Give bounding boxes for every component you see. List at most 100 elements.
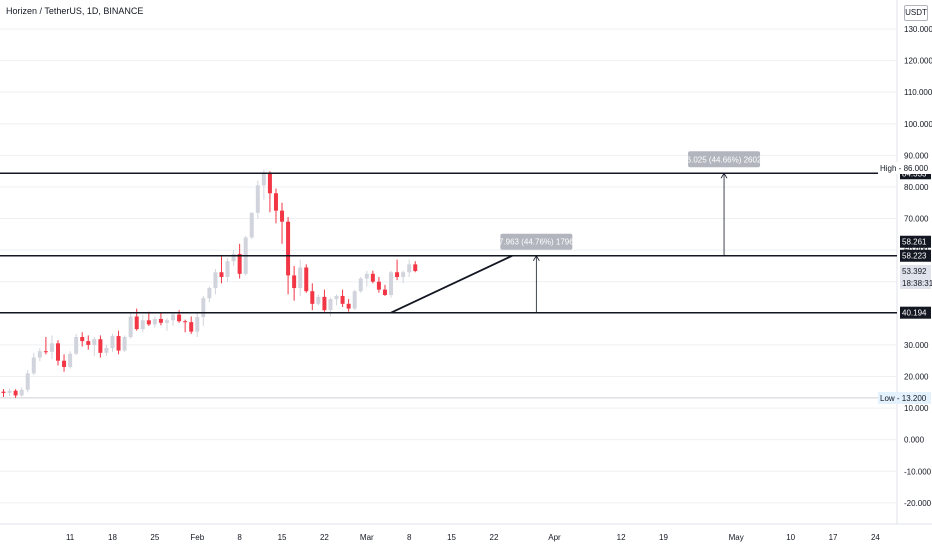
candle-body — [395, 272, 400, 277]
candle-body — [74, 337, 79, 354]
x-tick-label: 15 — [278, 533, 287, 542]
candle-body — [164, 320, 169, 323]
candle-body — [146, 320, 151, 325]
candle-body — [298, 267, 303, 289]
candle-body — [249, 212, 254, 238]
candle-body — [219, 272, 224, 277]
candle-body — [19, 389, 24, 396]
candle-body — [152, 318, 157, 325]
low-price-label-box — [878, 391, 931, 404]
candle-body — [183, 321, 188, 323]
x-tick-label: 18 — [108, 533, 117, 542]
candle-body — [62, 360, 67, 368]
candle-body — [37, 351, 42, 358]
level-price-label: 40.194 — [902, 309, 927, 318]
x-tick-label: Mar — [360, 533, 374, 542]
candle-body — [213, 272, 218, 289]
measure-arrowhead — [532, 254, 540, 261]
candle-body — [110, 336, 115, 349]
candle-body — [346, 303, 351, 309]
candle-body — [7, 390, 12, 393]
candle-body — [80, 337, 85, 342]
candle-body — [310, 291, 315, 304]
candle-body — [334, 295, 339, 300]
y-tick-label: 20.000 — [904, 372, 929, 381]
y-tick-label: 130.000 — [904, 25, 932, 34]
x-tick-label: 22 — [320, 533, 329, 542]
chart-title: Horizen / TetherUS, 1D, BINANCE — [6, 6, 144, 16]
x-tick-label: Feb — [190, 533, 204, 542]
x-tick-label: 12 — [617, 533, 626, 542]
candle-body — [340, 295, 345, 304]
candle-body — [49, 343, 54, 352]
measure-label: 26.025 (44.66%) 26025 — [682, 155, 766, 164]
y-tick-label: 70.000 — [904, 215, 929, 224]
level-price-label-box — [900, 306, 931, 319]
candle-body — [370, 273, 375, 282]
candle-body — [98, 339, 103, 353]
current-price-label: 53.392 — [902, 267, 927, 276]
x-tick-label: May — [729, 533, 744, 542]
candle-body — [286, 221, 291, 276]
low-price-label: Low - 13.200 — [880, 394, 927, 403]
y-tick-label: 120.000 — [904, 57, 932, 66]
level-price-label-box — [900, 249, 931, 262]
x-tick-label: 10 — [786, 533, 795, 542]
y-tick-label: -20.000 — [904, 499, 932, 508]
candle-body — [104, 348, 109, 353]
candle-body — [316, 296, 321, 304]
candle-body — [401, 272, 406, 277]
candle-body — [273, 193, 278, 211]
candle-body — [13, 390, 18, 396]
candle-body — [352, 291, 357, 309]
candle-body — [201, 298, 206, 318]
candle-body — [177, 314, 182, 322]
candle-body — [171, 314, 176, 321]
candle-body — [1, 391, 6, 393]
current-price-label-box — [900, 265, 931, 278]
candle-body — [31, 357, 36, 374]
currency-unit-button[interactable]: USDT — [904, 5, 928, 21]
candle-body — [25, 373, 30, 390]
countdown-label: 18:38:31 — [902, 279, 932, 288]
candle-body — [376, 281, 381, 290]
x-tick-label: 22 — [490, 533, 499, 542]
candle-body — [158, 318, 163, 323]
y-tick-label: 30.000 — [904, 341, 929, 350]
x-tick-label: 25 — [150, 533, 159, 542]
candle-body — [225, 261, 230, 277]
alt-level-price-label-box — [900, 235, 931, 248]
candle-body — [140, 320, 145, 330]
candle-body — [86, 341, 91, 345]
candle-body — [407, 264, 412, 273]
x-tick-label: 8 — [237, 533, 242, 542]
candle-body — [122, 337, 127, 351]
candle-body — [292, 275, 297, 289]
measure-label: 17.963 (44.76%) 17963 — [495, 238, 579, 247]
candle-body — [237, 253, 242, 274]
x-tick-label: 19 — [659, 533, 668, 542]
candle-body — [280, 210, 285, 222]
measure-arrowhead — [720, 172, 728, 179]
y-tick-label: 90.000 — [904, 151, 929, 160]
candle-body — [322, 296, 327, 311]
x-tick-label: 8 — [407, 533, 412, 542]
candle-body — [116, 336, 121, 351]
candle-body — [195, 317, 200, 332]
candle-body — [189, 322, 194, 332]
candle-body — [328, 299, 333, 311]
y-tick-label: -10.000 — [904, 467, 932, 476]
candle-body — [267, 172, 272, 194]
candle-body — [92, 339, 97, 345]
x-tick-label: 17 — [829, 533, 838, 542]
candle-body — [231, 253, 236, 262]
candle-body — [43, 351, 48, 353]
candle-body — [382, 289, 387, 295]
y-tick-label: 0.000 — [904, 436, 925, 445]
measure-label-box — [500, 233, 573, 250]
y-tick-label: 110.000 — [904, 88, 932, 97]
candle-body — [389, 272, 394, 295]
candle-body — [55, 343, 60, 361]
candle-body — [68, 353, 73, 368]
